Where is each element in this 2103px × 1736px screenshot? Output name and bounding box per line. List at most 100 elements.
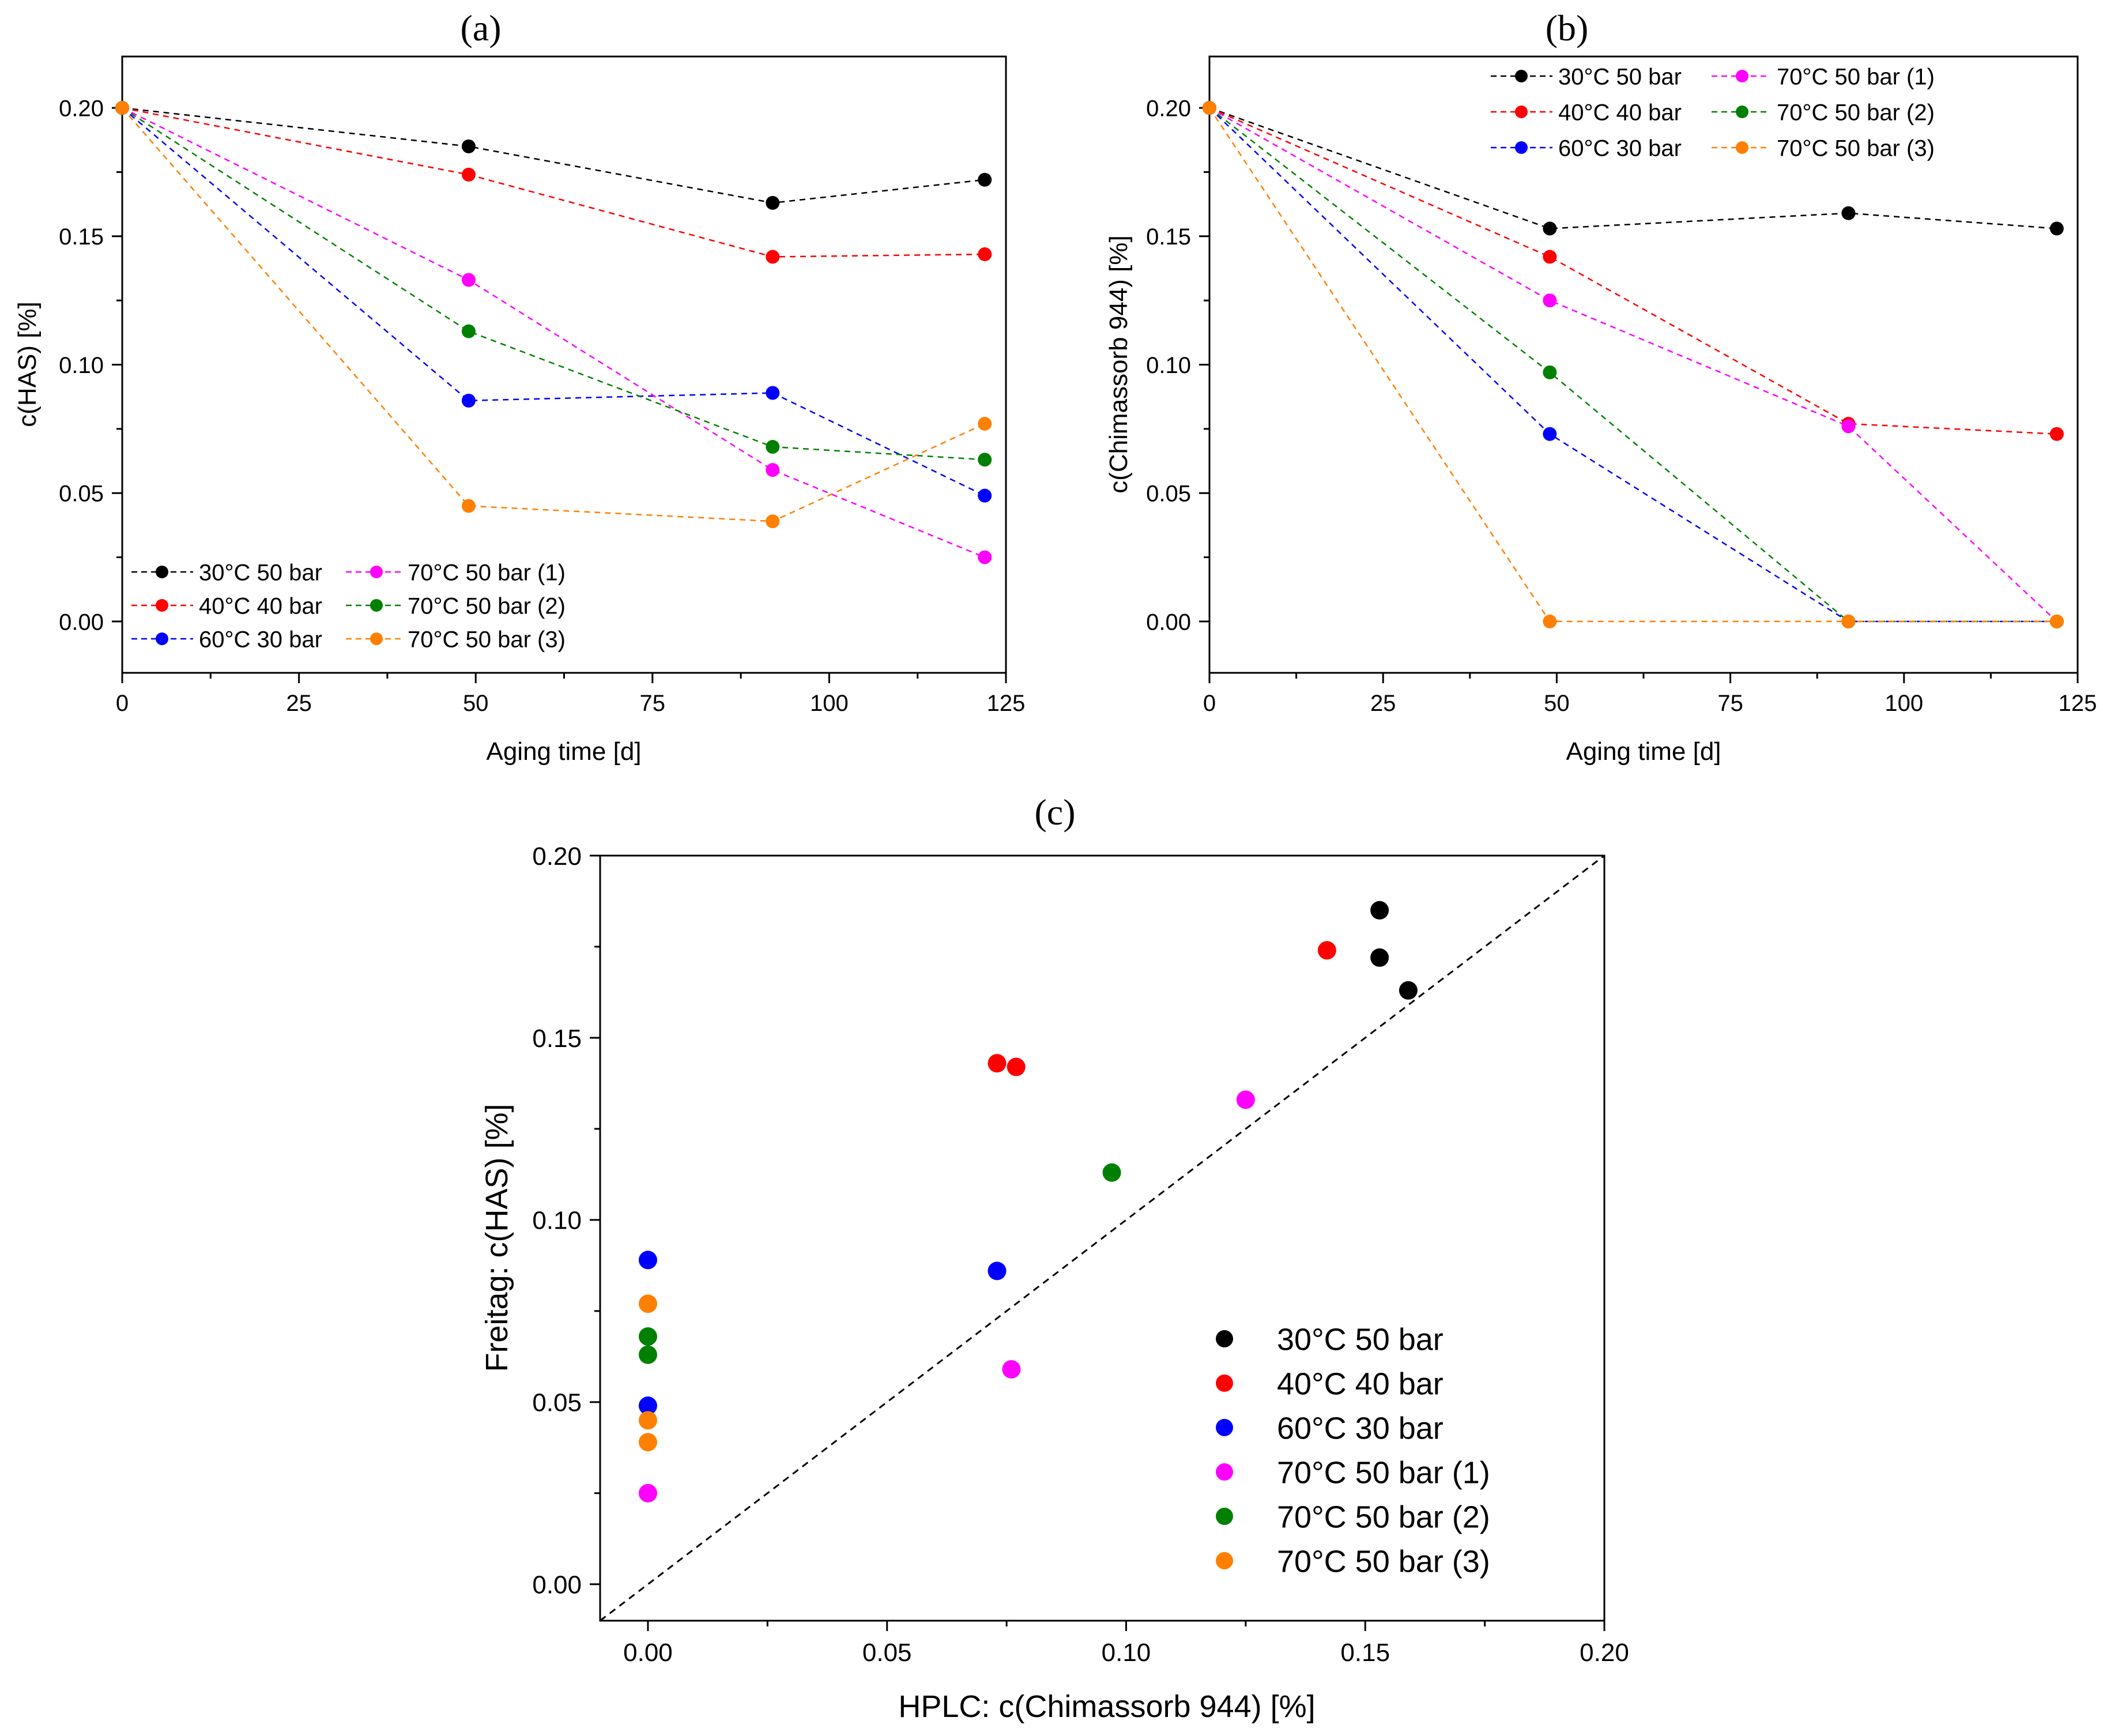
data-point — [1543, 250, 1557, 264]
legend-item: 70°C 50 bar (3) — [346, 627, 566, 652]
panel-label: (c) — [1034, 792, 1075, 833]
y-tick-label: 0.00 — [59, 609, 104, 635]
data-point — [1543, 293, 1557, 308]
data-point — [1370, 948, 1389, 967]
legend-item: 70°C 50 bar (3) — [1216, 1544, 1490, 1579]
legend: 30°C 50 bar 70°C 50 bar (1) 40°C 40 bar 70°… — [1491, 64, 1935, 161]
y-tick-label: 0.20 — [1146, 96, 1191, 121]
legend-label: 70°C 50 bar (1) — [408, 560, 566, 585]
legend-item: 70°C 50 bar (3) — [1712, 135, 1935, 161]
series-line — [122, 107, 985, 461]
legend-item: 30°C 50 bar — [1216, 1322, 1444, 1357]
data-point — [461, 499, 476, 513]
data-point — [978, 416, 992, 431]
data-point — [1102, 1163, 1121, 1182]
legend-item: 70°C 50 bar (2) — [1712, 100, 1935, 125]
series-70C50_2 — [638, 1163, 1121, 1364]
data-point — [1399, 981, 1418, 1000]
y-axis-label: Freitag: c(HAS) [%] — [480, 1104, 514, 1372]
data-point — [1543, 221, 1557, 236]
x-tick-label: 0 — [1203, 691, 1216, 716]
data-point — [766, 514, 780, 529]
series-70C50_1 — [1203, 101, 2064, 628]
y-tick-label: 0.15 — [532, 1025, 582, 1053]
series-70C50_1 — [115, 101, 992, 564]
data-point — [638, 1327, 657, 1346]
x-tick-label: 0.10 — [1102, 1639, 1151, 1667]
data-point — [978, 247, 992, 261]
legend-marker — [156, 632, 168, 645]
data-point — [461, 167, 476, 182]
y-tick-label: 0.00 — [532, 1571, 582, 1599]
legend-label: 60°C 30 bar — [1277, 1411, 1444, 1445]
series-line — [1208, 107, 2057, 623]
x-tick-label: 0.20 — [1580, 1639, 1629, 1667]
identity-reference-line — [600, 854, 1605, 1622]
data-point — [1543, 614, 1557, 628]
y-tick-label: 0.05 — [59, 481, 104, 507]
legend-label: 70°C 50 bar (1) — [1277, 1455, 1490, 1490]
data-point — [988, 1054, 1007, 1073]
panel-a: (a) 0 25 50 75 100 125 0.00 0.05 0.10 0.15 0.20 Agin… — [13, 7, 1025, 766]
legend-label: 30°C 50 bar — [1558, 64, 1682, 89]
data-point — [766, 195, 780, 210]
data-point — [638, 1251, 657, 1270]
series-line — [122, 107, 985, 558]
legend-marker — [1736, 70, 1748, 82]
series-40C40 — [115, 101, 992, 264]
data-point — [766, 250, 780, 264]
legend-label: 70°C 50 bar (2) — [1777, 100, 1935, 125]
data-point — [1317, 941, 1336, 960]
legend-item: 30°C 50 bar — [1491, 64, 1682, 89]
x-tick-label: 0.15 — [1340, 1639, 1390, 1667]
x-axis-label: HPLC: c(Chimassorb 944) [%] — [898, 1689, 1315, 1724]
data-point — [638, 1433, 657, 1452]
legend-marker — [1515, 106, 1528, 118]
data-point — [988, 1261, 1007, 1281]
legend-marker — [370, 566, 383, 578]
x-tick-label: 50 — [463, 691, 489, 716]
data-point — [461, 139, 476, 153]
series-line — [1209, 107, 2057, 623]
legend-marker — [1515, 141, 1528, 154]
series-line — [1209, 107, 2057, 229]
legend: 30°C 50 bar 40°C 40 bar 60°C 30 bar 70°C 50… — [1216, 1322, 1490, 1579]
series-70C50_3 — [1203, 101, 2064, 628]
data-point — [1543, 365, 1557, 379]
legend-label: 70°C 50 bar (2) — [408, 593, 566, 619]
series-line — [122, 107, 985, 204]
y-tick-label: 0.15 — [1146, 224, 1191, 250]
legend-label: 70°C 50 bar (2) — [1277, 1500, 1490, 1534]
series-70C50_3 — [115, 101, 992, 529]
series-70C50_3 — [638, 1294, 657, 1452]
series-70C50_2 — [115, 101, 992, 467]
legend-label: 70°C 50 bar (3) — [408, 627, 566, 652]
data-point — [461, 273, 476, 287]
series-line — [1209, 107, 2057, 435]
y-tick-label: 0.15 — [59, 224, 104, 250]
data-point — [978, 453, 992, 467]
legend-marker — [1216, 1552, 1233, 1569]
series-line — [1209, 107, 2057, 623]
legend-item: 60°C 30 bar — [1216, 1411, 1444, 1445]
x-tick-label: 50 — [1544, 691, 1570, 716]
legend-label: 60°C 30 bar — [1558, 135, 1682, 161]
legend-item: 40°C 40 bar — [131, 593, 322, 619]
x-tick-label: 75 — [1717, 691, 1743, 716]
data-point — [638, 1345, 657, 1364]
y-tick-label: 0.10 — [1146, 353, 1191, 378]
data-point — [2049, 427, 2064, 441]
y-tick-label: 0.10 — [532, 1207, 582, 1235]
plot-frame — [599, 854, 1605, 1622]
legend-item: 70°C 50 bar (1) — [1216, 1455, 1490, 1490]
data-point — [1007, 1057, 1026, 1076]
x-tick-label: 125 — [2059, 691, 2097, 716]
series-line — [122, 107, 985, 522]
legend-label: 70°C 50 bar (1) — [1777, 64, 1935, 89]
series-70C50_1 — [638, 1090, 1255, 1502]
x-tick-label: 0.00 — [623, 1639, 673, 1667]
data-point — [1841, 614, 1856, 628]
data-point — [1002, 1360, 1021, 1379]
legend-marker — [1216, 1419, 1233, 1436]
legend-marker — [1216, 1508, 1233, 1525]
